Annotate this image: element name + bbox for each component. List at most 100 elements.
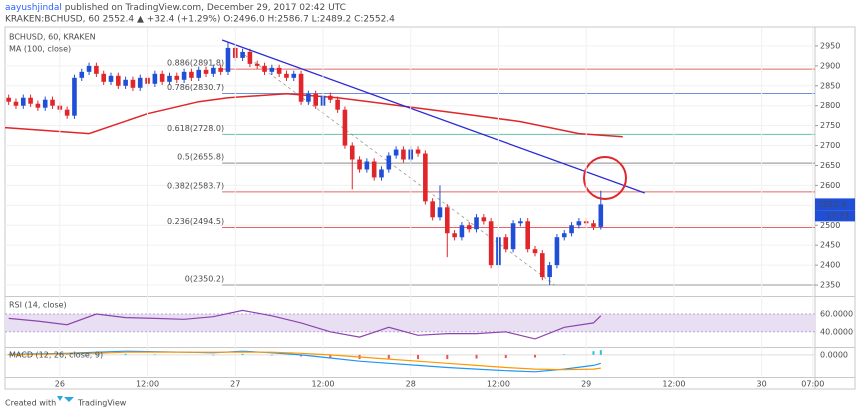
histogram-bar (417, 354, 420, 360)
candle-body (349, 145, 355, 160)
trendline (221, 39, 645, 194)
brand-logo (57, 396, 74, 402)
fib-label: 0.618(2728.0) (167, 124, 224, 133)
histogram-bar (329, 354, 332, 359)
candle-body (218, 67, 223, 72)
candle-body (437, 207, 443, 218)
candle-body (371, 161, 377, 178)
histogram-bar (7, 354, 10, 355)
price-tag-label: 2552.4 (818, 200, 846, 209)
price-tag (815, 198, 855, 211)
candle-body (35, 103, 41, 108)
candle-body (225, 47, 231, 72)
candle-body (335, 99, 340, 110)
header-line: aayushjindal published on TradingView.co… (5, 3, 346, 13)
candle-body (554, 237, 560, 266)
candle-body (401, 149, 406, 160)
candle-body (6, 97, 11, 102)
candle-body (379, 169, 384, 178)
candle-body (130, 79, 136, 88)
candle-body (116, 75, 121, 86)
fib-label: 0.5(2655.8) (177, 153, 224, 162)
fib-label: 0.382(2583.7) (167, 181, 224, 190)
candle-body (181, 71, 187, 80)
pane-title: BCHUSD, 60, KRAKEN (9, 33, 96, 42)
histogram-bar (212, 354, 215, 356)
candle-body (79, 71, 85, 78)
candle-body (474, 217, 479, 230)
candle-body (101, 73, 106, 82)
candle-body (137, 77, 143, 88)
candle-body (276, 67, 282, 74)
x-tick-label: 12:00 (311, 380, 334, 389)
y-tick-label: 0.0000 (820, 350, 848, 359)
histogram-bar (387, 354, 390, 360)
candle-body (42, 99, 48, 108)
candle-body (247, 51, 253, 64)
candle-body (13, 101, 19, 106)
candle-body (386, 155, 392, 170)
candle-body (488, 221, 494, 266)
candle-body (510, 223, 516, 250)
footer-text: Created with (5, 399, 56, 408)
x-tick-label: 30 (757, 380, 767, 389)
candle-body (364, 161, 370, 170)
fib-label: 0(2350.2) (185, 274, 224, 283)
fib-label: 0.886(2891.8) (167, 59, 224, 68)
candle-body (547, 265, 552, 278)
published: published on TradingView.com, December 2… (65, 3, 346, 13)
y-tick-label: 2800 (820, 101, 840, 110)
candle-body (393, 149, 399, 156)
symbol-line: KRAKEN:BCHUSD, 60 2552.4 ▲ +32.4 (+1.29%… (5, 15, 395, 25)
candle-body (86, 65, 92, 72)
x-tick-label: 12:00 (487, 380, 510, 389)
candle-body (64, 109, 70, 116)
candle-body (591, 223, 596, 227)
macd-line (8, 351, 601, 371)
fib-anchor (244, 54, 555, 286)
rsi-line (8, 309, 602, 340)
candle-body (72, 77, 77, 116)
histogram-bar (66, 354, 69, 355)
x-tick-label: 12:00 (662, 380, 685, 389)
candle-body (452, 233, 457, 238)
candle-body (269, 67, 275, 72)
footer-brand[interactable]: TradingView (77, 399, 127, 408)
y-tick-label: 2850 (820, 81, 840, 90)
candle-body (576, 221, 582, 226)
candle-body (532, 249, 538, 254)
candle-body (313, 93, 318, 106)
y-tick-label: 2500 (820, 221, 840, 230)
y-tick-label: 2950 (820, 41, 840, 50)
candle-body (540, 253, 545, 278)
candle-body (94, 65, 99, 74)
candle-body (503, 237, 509, 250)
candle-body (357, 159, 362, 170)
fib-label: 0.786(2830.7) (167, 83, 224, 92)
highlight-circle (583, 156, 627, 200)
y-tick-label: 60.0000 (820, 310, 853, 319)
author[interactable]: aayushjindal (5, 3, 62, 13)
y-tick-label: 2900 (820, 61, 840, 70)
countdown-box (815, 210, 855, 222)
rsi-band (5, 314, 815, 332)
candle-body (342, 109, 348, 146)
main-pane: 0.886(2891.8) 0.786(2830.7) 0.618(2728.0) 0… (5, 39, 815, 286)
candle-body (196, 69, 202, 78)
y-tick-label: 40.0000 (820, 327, 853, 336)
candle-body (262, 65, 267, 72)
x-tick-label: 29 (581, 380, 591, 389)
y-tick-label: 2700 (820, 141, 840, 150)
candle-body (152, 73, 158, 84)
histogram-bar (446, 354, 449, 360)
candle-body (20, 97, 26, 106)
candle-body (174, 75, 180, 80)
candle-body (569, 225, 574, 234)
candle-body (444, 207, 450, 234)
candle-body (50, 99, 55, 106)
pane-title: MACD (12, 26, close, 9) (9, 351, 103, 360)
candle-body (123, 79, 128, 86)
candle-body (240, 51, 245, 58)
y-tick-label: 2400 (820, 261, 840, 270)
ma-label: MA (100, close) (9, 45, 71, 54)
